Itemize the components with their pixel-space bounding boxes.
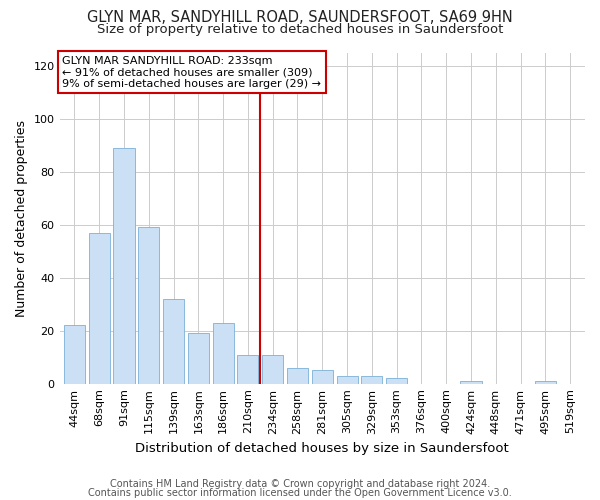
Bar: [163, 299, 184, 384]
Text: GLYN MAR SANDYHILL ROAD: 233sqm
← 91% of detached houses are smaller (309)
9% of: GLYN MAR SANDYHILL ROAD: 233sqm ← 91% of…: [62, 56, 321, 89]
Bar: [312, 370, 333, 384]
Bar: [113, 148, 134, 384]
Bar: [337, 376, 358, 384]
Text: Size of property relative to detached houses in Saundersfoot: Size of property relative to detached ho…: [97, 22, 503, 36]
Bar: [386, 378, 407, 384]
Bar: [64, 326, 85, 384]
Text: GLYN MAR, SANDYHILL ROAD, SAUNDERSFOOT, SA69 9HN: GLYN MAR, SANDYHILL ROAD, SAUNDERSFOOT, …: [87, 10, 513, 25]
Bar: [238, 354, 259, 384]
Text: Contains HM Land Registry data © Crown copyright and database right 2024.: Contains HM Land Registry data © Crown c…: [110, 479, 490, 489]
Bar: [188, 334, 209, 384]
Bar: [535, 381, 556, 384]
Bar: [460, 381, 482, 384]
Bar: [361, 376, 382, 384]
Bar: [287, 368, 308, 384]
Y-axis label: Number of detached properties: Number of detached properties: [15, 120, 28, 316]
X-axis label: Distribution of detached houses by size in Saundersfoot: Distribution of detached houses by size …: [136, 442, 509, 455]
Text: Contains public sector information licensed under the Open Government Licence v3: Contains public sector information licen…: [88, 488, 512, 498]
Bar: [138, 228, 160, 384]
Bar: [262, 354, 283, 384]
Bar: [212, 322, 233, 384]
Bar: [89, 232, 110, 384]
